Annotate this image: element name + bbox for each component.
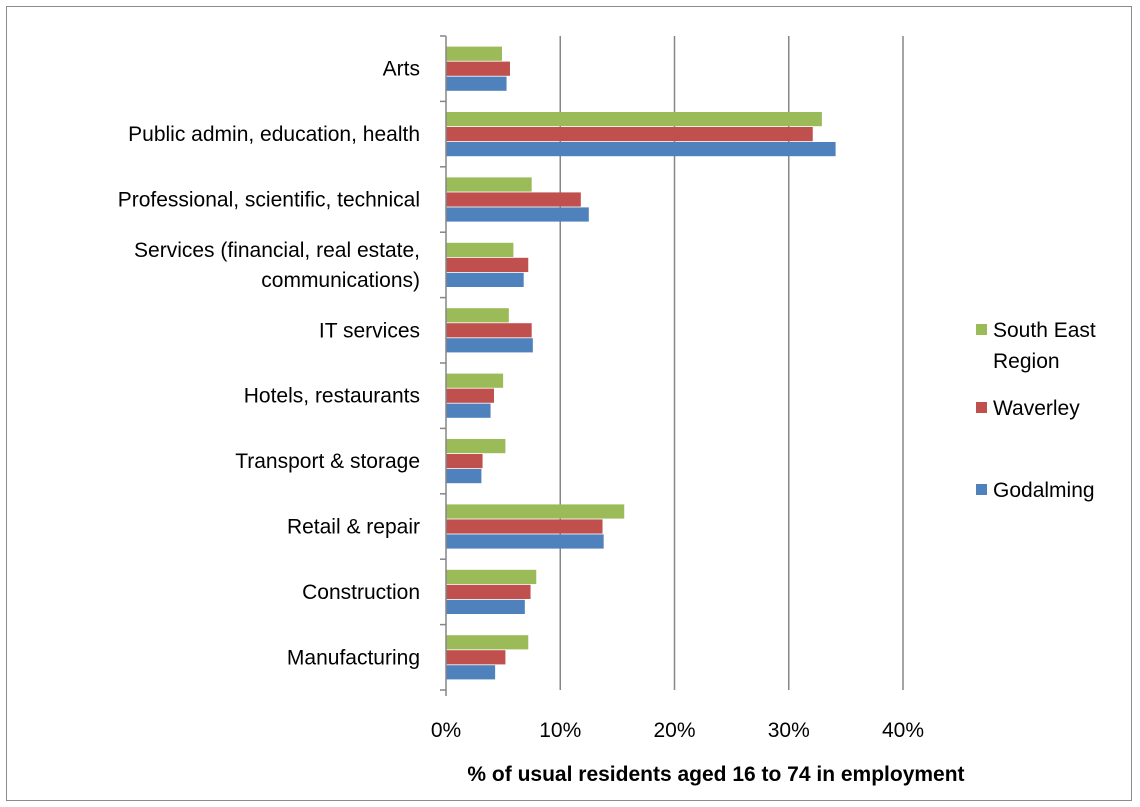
legend-label: South East xyxy=(993,319,1096,342)
bar-south-east-region xyxy=(446,308,509,323)
bar-south-east-region xyxy=(446,112,822,127)
category-label: Arts xyxy=(383,58,420,81)
bar-south-east-region xyxy=(446,635,529,650)
bar-godalming xyxy=(446,272,524,287)
bar-waverley xyxy=(446,192,581,207)
bar-godalming xyxy=(446,469,482,484)
bar-south-east-region xyxy=(446,569,537,584)
bar-waverley xyxy=(446,323,532,338)
bars xyxy=(446,46,836,680)
bar-godalming xyxy=(446,142,836,157)
axes xyxy=(440,35,447,696)
x-axis-title: % of usual residents aged 16 to 74 in em… xyxy=(467,763,964,786)
category-label: Construction xyxy=(302,581,420,604)
x-tick-label: 0% xyxy=(431,719,461,742)
legend-label: Waverley xyxy=(993,397,1080,420)
legend-swatch xyxy=(976,402,987,413)
bar-godalming xyxy=(446,534,604,549)
x-tick-label: 30% xyxy=(768,719,810,742)
legend-label: Region xyxy=(993,350,1060,373)
bar-godalming xyxy=(446,599,525,614)
bar-south-east-region xyxy=(446,373,504,388)
bar-godalming xyxy=(446,665,496,680)
x-tick-label: 20% xyxy=(653,719,695,742)
legend-label: Godalming xyxy=(993,479,1095,502)
legend: South East Region Waverley Godalming xyxy=(976,319,1096,502)
legend-swatch xyxy=(976,484,987,495)
x-tick-labels: 0% 10% 20% 30% 40% xyxy=(431,719,924,742)
bar-south-east-region xyxy=(446,242,514,257)
category-label: Transport & storage xyxy=(235,450,420,473)
bar-south-east-region xyxy=(446,439,506,454)
category-label: communications) xyxy=(261,269,420,292)
bar-waverley xyxy=(446,257,529,272)
bar-waverley xyxy=(446,454,483,469)
category-labels: Arts Public admin, education, health Profe… xyxy=(118,58,420,670)
category-label: Professional, scientific, technical xyxy=(118,189,420,212)
bar-south-east-region xyxy=(446,46,502,61)
bar-south-east-region xyxy=(446,177,532,192)
bar-south-east-region xyxy=(446,504,625,519)
category-label: Retail & repair xyxy=(287,516,420,539)
legend-swatch xyxy=(976,324,987,335)
x-tick-label: 10% xyxy=(539,719,581,742)
category-label: Manufacturing xyxy=(287,646,420,669)
bar-waverley xyxy=(446,519,603,534)
category-label: Services (financial, real estate, xyxy=(134,239,420,262)
bar-waverley xyxy=(446,388,494,403)
bar-waverley xyxy=(446,650,506,665)
category-label: Hotels, restaurants xyxy=(244,385,420,408)
bar-godalming xyxy=(446,207,589,222)
bar-godalming xyxy=(446,338,533,353)
bar-godalming xyxy=(446,403,491,418)
bar-waverley xyxy=(446,61,510,76)
category-label: Public admin, education, health xyxy=(128,123,420,146)
bar-waverley xyxy=(446,127,813,142)
x-tick-label: 40% xyxy=(882,719,924,742)
category-label: IT services xyxy=(319,319,420,342)
bar-waverley xyxy=(446,584,531,599)
bar-godalming xyxy=(446,76,507,91)
